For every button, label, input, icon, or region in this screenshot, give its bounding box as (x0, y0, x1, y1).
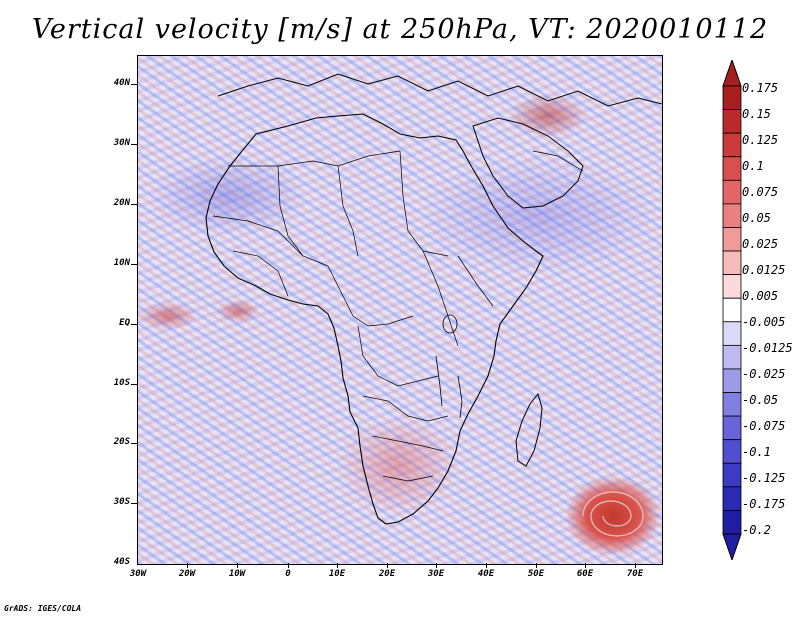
lat-tick (131, 84, 137, 85)
lat-label-20n: 20N (113, 198, 130, 208)
lat-label-30s: 30S (113, 497, 130, 507)
lat-label-10n: 10N (113, 258, 130, 268)
lat-tick (131, 204, 137, 205)
colorbar-label: -0.025 (742, 367, 786, 381)
colorbar-label: 0.05 (742, 211, 771, 225)
lat-tick (131, 264, 137, 265)
lon-tick (436, 563, 437, 568)
lon-label-20e: 20E (378, 569, 396, 579)
colorbar-arrow-bottom (722, 533, 742, 560)
colorbar-segment (722, 439, 742, 464)
lat-label-30n: 30N (113, 138, 130, 148)
colorbar-label: 0.1 (742, 159, 764, 173)
colorbar-label: -0.005 (742, 315, 786, 329)
colorbar-segment (722, 203, 742, 228)
colorbar-label: 0.175 (742, 81, 779, 95)
colorbar-segment (722, 462, 742, 488)
colorbar-label: 0.15 (742, 107, 771, 121)
lat-label-40n: 40N (113, 78, 130, 88)
lon-label-60e: 60E (576, 569, 594, 579)
colorbar-segment (722, 179, 742, 205)
colorbar-label: -0.0125 (742, 341, 793, 355)
lon-label-10e: 10E (328, 569, 346, 579)
colorbar-segment (722, 392, 742, 417)
lon-label-40e: 40E (477, 569, 495, 579)
map-panel (137, 55, 663, 565)
madagascar-coastline (515, 392, 543, 467)
lon-label-50e: 50E (527, 569, 545, 579)
colorbar-segment (722, 250, 742, 276)
colorbar-segment (722, 486, 742, 511)
colorbar-segment (722, 156, 742, 181)
arabia-coastline (472, 117, 584, 209)
lon-tick (585, 563, 586, 568)
colorbar-segment (722, 321, 742, 346)
lat-tick (131, 144, 137, 145)
colorbar-segment (722, 85, 742, 110)
colorbar-segment (722, 510, 742, 535)
colorbar-label: 0.005 (742, 289, 779, 303)
colorbar (722, 60, 742, 560)
colorbar-segment (722, 132, 742, 158)
colorbar-segment (722, 415, 742, 441)
colorbar-segment (722, 297, 742, 323)
colorbar-label: 0.125 (742, 133, 779, 147)
colorbar-label: 0.075 (742, 185, 779, 199)
colorbar-label: -0.075 (742, 419, 786, 433)
colorbar-label: 0.025 (742, 237, 779, 251)
lon-label-30w: 30W (129, 569, 147, 579)
lon-tick (237, 563, 238, 568)
lat-tick (131, 443, 137, 444)
colorbar-label: -0.175 (742, 497, 786, 511)
colorbar-label: -0.05 (742, 393, 779, 407)
europe-coastline (217, 73, 662, 107)
lon-tick (387, 563, 388, 568)
colorbar-segment (722, 344, 742, 370)
lon-tick (337, 563, 338, 568)
lat-label-10s: 10S (113, 378, 130, 388)
lon-tick (486, 563, 487, 568)
africa-coastline (205, 113, 544, 525)
lat-label-20s: 20S (113, 437, 130, 447)
lon-label-0: 0 (285, 569, 291, 579)
lat-tick (131, 503, 137, 504)
lon-tick (187, 563, 188, 568)
colorbar-label: -0.1 (742, 445, 771, 459)
lat-tick (131, 384, 137, 385)
lon-tick (536, 563, 537, 568)
lon-label-10w: 10W (228, 569, 246, 579)
colorbar-segment (722, 109, 742, 134)
lon-label-20w: 20W (178, 569, 196, 579)
footer-credit: GrADS: IGES/COLA (4, 604, 82, 613)
colorbar-label: -0.2 (742, 523, 771, 537)
lat-label-eq: EQ (119, 318, 130, 328)
lat-tick (131, 324, 137, 325)
africa-outline-map (205, 73, 662, 537)
chart-title: Vertical velocity [m/s] at 250hPa, VT: 2… (31, 14, 769, 45)
lon-label-70e: 70E (626, 569, 644, 579)
country-borders (212, 150, 584, 482)
colorbar-segment (722, 368, 742, 393)
lat-label-40s: 40S (113, 557, 130, 567)
great-lakes (435, 314, 463, 419)
colorbar-segment (722, 227, 742, 252)
cyclone-swirl (582, 491, 644, 537)
lon-tick (288, 563, 289, 568)
colorbar-label: -0.125 (742, 471, 786, 485)
colorbar-arrow-top (722, 60, 742, 87)
lon-tick (635, 563, 636, 568)
lon-label-30e: 30E (427, 569, 445, 579)
colorbar-segment (722, 274, 742, 299)
colorbar-label: 0.0125 (742, 263, 786, 277)
